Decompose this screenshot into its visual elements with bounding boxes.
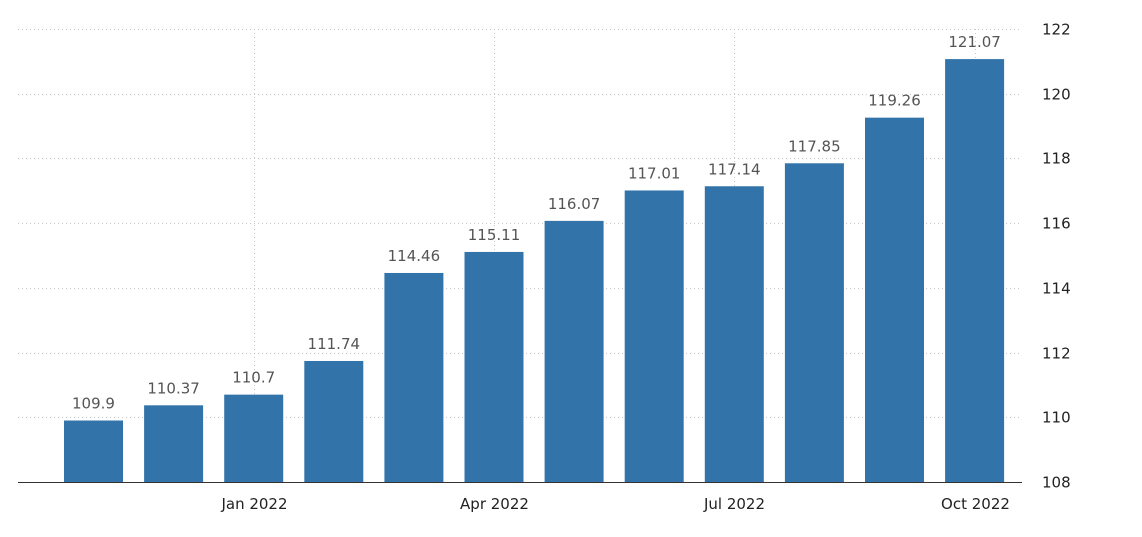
x-tick-label: Jan 2022 (220, 495, 287, 513)
y-tick-label: 118 (1042, 150, 1071, 168)
y-tick-label: 114 (1042, 280, 1071, 298)
bars (64, 59, 1005, 483)
x-tick-label: Jul 2022 (703, 495, 765, 513)
bar (464, 251, 524, 482)
bar (624, 190, 684, 482)
bar (865, 117, 924, 482)
data-label: 117.14 (708, 160, 761, 178)
bar (304, 360, 364, 482)
data-label: 111.74 (308, 335, 361, 353)
bar (144, 405, 204, 482)
data-labels: 109.9 110.37 110.7 111.74 114.46 115.11 116.07… (72, 33, 1001, 412)
data-label: 116.07 (548, 195, 601, 213)
y-tick-label: 108 (1042, 474, 1071, 492)
axes: 108 110 112 114 116 118 120 122 Jan 2022 Apr 2022… (18, 21, 1071, 513)
data-label: 117.01 (628, 164, 681, 182)
data-label: 114.46 (388, 247, 441, 265)
x-tick-label: Oct 2022 (941, 495, 1010, 513)
bar (704, 186, 764, 482)
bar (544, 220, 604, 482)
bar (64, 420, 123, 482)
gridlines (18, 29, 1022, 482)
data-label: 109.9 (72, 395, 115, 413)
y-tick-label: 110 (1042, 409, 1071, 427)
data-label: 119.26 (868, 92, 921, 110)
y-tick-label: 116 (1042, 215, 1071, 233)
y-tick-label: 112 (1042, 345, 1071, 363)
data-label: 110.37 (147, 379, 200, 397)
bar (384, 272, 444, 482)
data-label: 115.11 (468, 226, 521, 244)
bar (784, 163, 844, 482)
y-tick-label: 120 (1042, 86, 1071, 104)
data-label: 117.85 (788, 137, 841, 155)
y-tick-label: 122 (1042, 21, 1071, 39)
data-label: 110.7 (232, 369, 275, 387)
x-tick-label: Apr 2022 (460, 495, 529, 513)
data-label: 121.07 (948, 33, 1001, 51)
bar (945, 59, 1005, 483)
bar (224, 394, 284, 482)
